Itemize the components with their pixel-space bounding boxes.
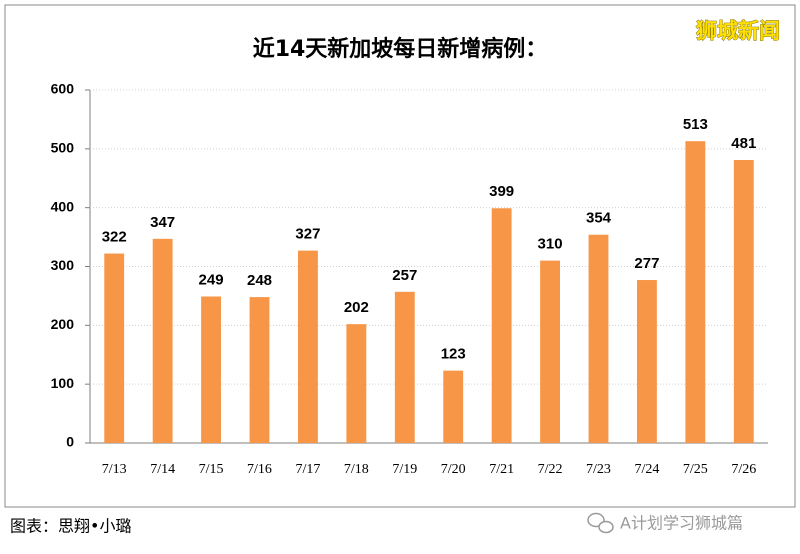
y-tick-label: 300 bbox=[51, 257, 75, 273]
footer-source: A计划学习狮城篇 bbox=[620, 514, 743, 533]
y-tick-label: 500 bbox=[51, 140, 75, 156]
data-label: 202 bbox=[344, 299, 369, 316]
data-label: 277 bbox=[634, 255, 659, 272]
x-tick-label: 7/19 bbox=[392, 462, 417, 477]
data-label: 347 bbox=[150, 214, 175, 231]
data-label: 123 bbox=[441, 346, 466, 363]
bar bbox=[685, 141, 706, 443]
bar bbox=[588, 234, 609, 443]
x-tick-label: 7/26 bbox=[731, 462, 756, 477]
data-label: 354 bbox=[586, 210, 612, 227]
x-tick-label: 7/23 bbox=[586, 462, 611, 477]
data-label: 481 bbox=[731, 135, 756, 152]
watermark: 狮城新闻 bbox=[696, 19, 780, 43]
data-label: 249 bbox=[199, 271, 224, 288]
x-tick-label: 7/25 bbox=[683, 462, 708, 477]
footer-credit: 图表：思翔•小璐 bbox=[10, 517, 131, 536]
x-tick-label: 7/24 bbox=[634, 462, 659, 477]
bar bbox=[394, 291, 415, 443]
data-label: 248 bbox=[247, 272, 272, 289]
x-tick-label: 7/14 bbox=[150, 462, 175, 477]
bar bbox=[733, 160, 754, 444]
bar bbox=[152, 238, 173, 443]
bar bbox=[443, 370, 464, 443]
chart-title: 近14天新加坡每日新增病例： bbox=[253, 36, 548, 62]
bar bbox=[104, 253, 125, 443]
bar bbox=[346, 324, 367, 443]
x-tick-label: 7/18 bbox=[344, 462, 369, 477]
bar bbox=[201, 296, 221, 443]
bar bbox=[637, 280, 657, 443]
x-tick-label: 7/15 bbox=[199, 462, 224, 477]
wechat-icon bbox=[587, 512, 614, 534]
y-tick-label: 200 bbox=[51, 316, 75, 332]
bar bbox=[298, 250, 318, 443]
x-tick-label: 7/13 bbox=[102, 462, 127, 477]
bar bbox=[249, 297, 270, 443]
data-label: 327 bbox=[295, 226, 320, 243]
plot-area: 0 100 200 300 400 500 600 7/13 322 7/14 347 7/15 249… bbox=[51, 81, 768, 477]
x-tick-label: 7/22 bbox=[538, 462, 563, 477]
x-tick-label: 7/20 bbox=[441, 462, 466, 477]
y-tick-label: 600 bbox=[51, 81, 75, 97]
data-label: 513 bbox=[683, 116, 708, 133]
data-label: 399 bbox=[489, 183, 514, 200]
bar bbox=[540, 260, 560, 443]
x-tick-label: 7/17 bbox=[295, 462, 320, 477]
x-tick-label: 7/16 bbox=[247, 462, 272, 477]
y-tick-label: 0 bbox=[66, 434, 74, 450]
data-label: 322 bbox=[102, 229, 127, 246]
bar bbox=[491, 208, 512, 443]
data-label: 310 bbox=[538, 236, 563, 253]
data-label: 257 bbox=[392, 267, 417, 284]
y-tick-label: 100 bbox=[51, 375, 75, 391]
y-tick-label: 400 bbox=[51, 198, 75, 214]
x-tick-label: 7/21 bbox=[489, 462, 514, 477]
